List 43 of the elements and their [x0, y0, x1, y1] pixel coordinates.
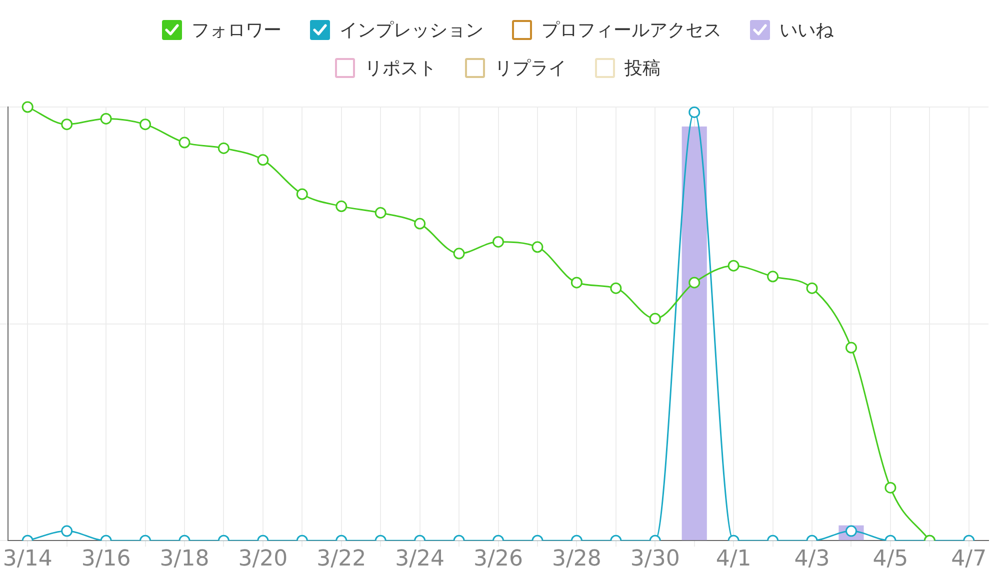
point: [336, 200, 348, 212]
x-tick-label: 3/16: [81, 546, 131, 572]
x-tick-label: 3/22: [316, 546, 366, 572]
point: [532, 241, 544, 253]
x-tick-label: 4/3: [794, 546, 830, 572]
x-tick-label: 3/28: [552, 546, 602, 572]
legend-label: フォロワー: [192, 19, 282, 42]
point: [806, 282, 818, 294]
legend-label: プロフィールアクセス: [542, 19, 722, 42]
x-tick-label: 3/20: [238, 546, 288, 572]
point: [178, 136, 190, 148]
point: [22, 101, 34, 113]
point: [100, 112, 112, 124]
point: [728, 260, 740, 272]
point: [688, 276, 700, 288]
point: [296, 188, 308, 200]
point: [610, 282, 622, 294]
point: [453, 248, 465, 260]
point: [140, 118, 152, 130]
legend-label: リポスト: [364, 57, 436, 80]
x-tick-label: 4/1: [716, 546, 752, 572]
point: [61, 118, 73, 130]
point: [257, 154, 269, 166]
x-tick-label: 3/24: [395, 546, 445, 572]
point: [688, 106, 700, 118]
point: [374, 207, 386, 219]
x-tick-label: 3/14: [2, 546, 52, 572]
point: [570, 276, 582, 288]
x-tick-label: 3/26: [474, 546, 523, 572]
x-tick-label: 3/18: [160, 546, 210, 572]
point: [649, 312, 661, 324]
legend-label: いいね: [780, 19, 834, 42]
point: [218, 142, 230, 154]
legend-label: リプライ: [494, 57, 566, 80]
point: [492, 236, 504, 248]
point: [414, 218, 426, 230]
legend-label: 投稿: [624, 57, 660, 80]
x-tick-label: 4/7: [951, 546, 987, 572]
legend-label: インプレッション: [340, 19, 484, 42]
x-tick-label: 4/5: [872, 546, 908, 572]
point: [845, 342, 857, 354]
x-tick-label: 3/30: [630, 546, 680, 572]
point: [767, 270, 779, 282]
